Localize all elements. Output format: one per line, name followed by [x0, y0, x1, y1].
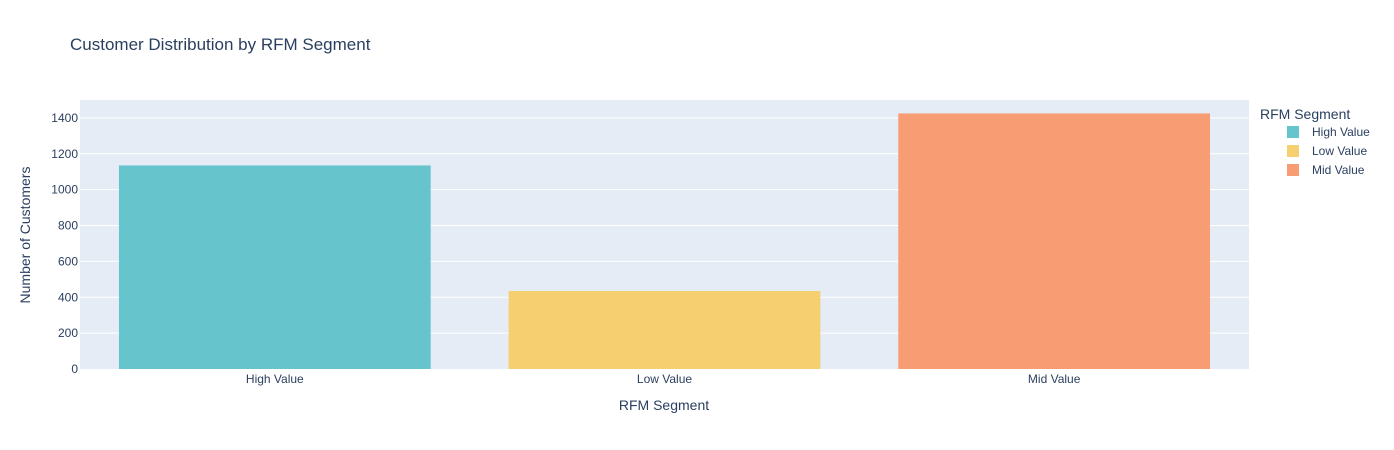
bar-high-value	[118, 165, 431, 369]
chart-title: Customer Distribution by RFM Segment	[70, 35, 371, 54]
legend-entry[interactable]: Mid Value	[1312, 163, 1365, 177]
y-tick-label: 400	[58, 290, 78, 304]
legend-swatch	[1287, 164, 1299, 176]
x-axis-ticks: High Value Low Value Mid Value	[246, 372, 1081, 386]
legend-swatch	[1287, 145, 1299, 157]
y-tick-label: 1000	[51, 183, 78, 197]
y-tick-label: 0	[71, 362, 78, 376]
legend-entry[interactable]: Low Value	[1312, 144, 1367, 158]
y-tick-label: 800	[58, 219, 78, 233]
bar-mid-value	[898, 113, 1211, 369]
y-tick-label: 200	[58, 326, 78, 340]
bar-low-value	[508, 290, 821, 369]
y-tick-label: 600	[58, 254, 78, 268]
legend-swatch	[1287, 126, 1299, 138]
x-tick-label: Mid Value	[1028, 372, 1081, 386]
y-axis-title: Number of Customers	[17, 167, 33, 304]
y-tick-label: 1200	[51, 147, 78, 161]
legend: RFM Segment High Value Low Value Mid Value	[1260, 106, 1370, 177]
x-tick-label: High Value	[246, 372, 304, 386]
bars	[118, 113, 1211, 369]
legend-entry[interactable]: High Value	[1312, 125, 1370, 139]
x-axis-title: RFM Segment	[619, 397, 709, 413]
y-tick-label: 1400	[51, 111, 78, 125]
y-axis-ticks: 0 200 400 600 800 1000 1200 1400	[51, 111, 78, 376]
x-tick-label: Low Value	[637, 372, 692, 386]
legend-title: RFM Segment	[1260, 106, 1350, 122]
